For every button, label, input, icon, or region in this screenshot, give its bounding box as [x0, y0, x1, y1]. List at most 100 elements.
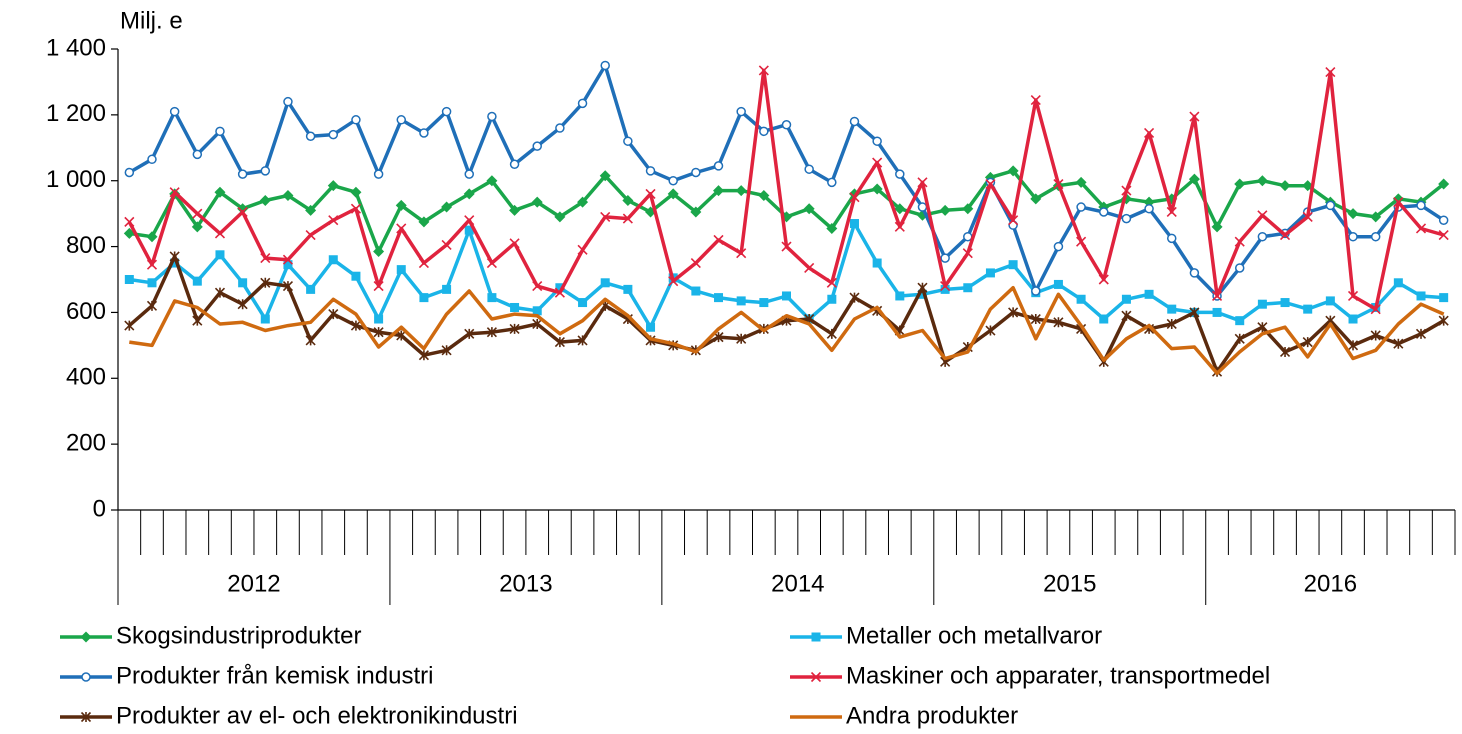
- marker: [396, 330, 407, 341]
- marker: [260, 166, 271, 176]
- marker: [328, 255, 338, 265]
- marker: [509, 323, 520, 334]
- marker: [442, 284, 452, 294]
- marker: [305, 131, 316, 142]
- marker: [1256, 175, 1268, 187]
- marker: [917, 282, 928, 293]
- marker: [328, 215, 339, 226]
- marker: [1279, 229, 1291, 241]
- marker: [1053, 317, 1064, 328]
- marker: [509, 238, 520, 249]
- marker: [215, 126, 225, 137]
- marker: [895, 169, 905, 179]
- marker: [1166, 318, 1177, 330]
- marker: [260, 314, 270, 324]
- marker: [1415, 328, 1427, 339]
- marker: [124, 320, 135, 331]
- year-label: 2015: [1043, 570, 1096, 597]
- marker: [646, 322, 656, 332]
- marker: [622, 194, 634, 206]
- marker: [1076, 236, 1087, 247]
- marker: [418, 216, 430, 228]
- year-label: 2016: [1304, 570, 1357, 597]
- marker: [305, 229, 316, 241]
- marker: [554, 211, 566, 223]
- marker: [80, 631, 92, 643]
- marker: [238, 278, 248, 288]
- marker: [940, 253, 950, 263]
- marker: [690, 257, 701, 269]
- marker: [714, 293, 724, 303]
- year-label: 2013: [499, 570, 552, 597]
- y-tick-label: 1 000: [46, 166, 106, 193]
- marker: [1053, 279, 1063, 289]
- marker: [1121, 310, 1132, 321]
- marker: [962, 203, 974, 215]
- marker: [736, 296, 746, 306]
- marker: [1347, 290, 1359, 302]
- marker: [622, 213, 633, 224]
- marker: [554, 336, 565, 348]
- marker: [170, 258, 180, 268]
- marker: [849, 116, 860, 127]
- marker: [487, 293, 497, 303]
- marker: [464, 169, 474, 179]
- y-tick-label: 800: [66, 232, 106, 259]
- series-line: [127, 68, 1445, 311]
- marker: [962, 248, 973, 259]
- marker: [237, 299, 248, 310]
- marker: [555, 283, 565, 293]
- marker: [532, 306, 542, 316]
- marker: [917, 289, 927, 299]
- marker: [305, 204, 317, 216]
- marker: [487, 111, 497, 122]
- series-line: [129, 285, 1445, 376]
- marker: [1008, 307, 1019, 318]
- marker: [849, 192, 860, 203]
- marker: [328, 129, 339, 140]
- marker: [1415, 223, 1427, 234]
- marker: [373, 327, 384, 338]
- marker: [1188, 173, 1200, 185]
- marker: [600, 60, 610, 71]
- marker: [124, 167, 135, 178]
- marker: [736, 106, 746, 117]
- y-tick-label: 0: [93, 495, 106, 522]
- marker: [418, 257, 429, 269]
- marker: [691, 286, 701, 296]
- marker: [1234, 263, 1245, 273]
- marker: [803, 203, 815, 215]
- marker: [464, 215, 475, 226]
- marker: [214, 287, 226, 298]
- marker: [1053, 241, 1064, 252]
- y-tick-label: 1 200: [46, 100, 106, 127]
- marker: [1302, 336, 1313, 348]
- marker: [441, 345, 452, 356]
- marker: [894, 203, 906, 215]
- marker: [645, 188, 656, 199]
- marker: [260, 277, 271, 288]
- marker: [554, 287, 565, 298]
- marker: [1234, 236, 1245, 247]
- marker: [872, 157, 883, 168]
- marker: [1031, 286, 1041, 296]
- marker: [645, 166, 656, 176]
- marker: [169, 187, 180, 198]
- marker: [418, 350, 429, 361]
- year-label: 2014: [771, 570, 824, 597]
- marker: [985, 268, 995, 278]
- marker: [1393, 278, 1403, 288]
- marker: [1257, 210, 1268, 221]
- marker: [1212, 307, 1222, 317]
- marker: [237, 206, 248, 218]
- marker: [1416, 200, 1426, 211]
- marker: [282, 281, 294, 292]
- marker: [282, 254, 294, 265]
- marker: [713, 234, 724, 246]
- marker: [374, 314, 384, 324]
- legend-label: Produkter från kemisk industri: [116, 662, 433, 689]
- marker: [1211, 290, 1223, 302]
- y-tick-label: 600: [66, 298, 106, 325]
- marker: [1144, 289, 1154, 299]
